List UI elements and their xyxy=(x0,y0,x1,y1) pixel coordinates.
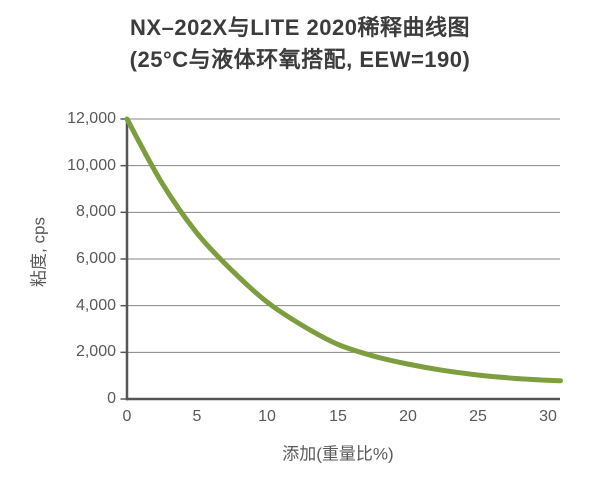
y-tick-label: 0 xyxy=(107,390,116,407)
y-axis-title: 粘度, cps xyxy=(29,217,49,287)
dilution-curve xyxy=(124,116,563,384)
x-axis-title: 添加(重量比%) xyxy=(282,444,394,464)
y-tick-label: 2,000 xyxy=(75,343,116,360)
chart-subtitle: (25°C与液体环氧搭配, EEW=190) xyxy=(129,47,471,72)
y-tick-label: 12,000 xyxy=(67,110,116,127)
x-tick-label: 25 xyxy=(469,408,487,425)
x-tick-label: 0 xyxy=(122,408,132,425)
y-tick-label: 10,000 xyxy=(67,157,116,174)
y-tick-label: 6,000 xyxy=(75,250,116,267)
x-tick-label: 10 xyxy=(258,408,276,425)
chart-title: NX–202X与LITE 2020稀释曲线图 xyxy=(130,15,470,40)
x-tick-label: 30 xyxy=(539,408,557,425)
x-tick-label: 15 xyxy=(329,408,347,425)
y-tick-label: 4,000 xyxy=(75,297,116,314)
y-tick-label: 8,000 xyxy=(75,203,116,220)
x-tick-label: 5 xyxy=(192,408,202,425)
x-tick-label: 20 xyxy=(399,408,417,425)
